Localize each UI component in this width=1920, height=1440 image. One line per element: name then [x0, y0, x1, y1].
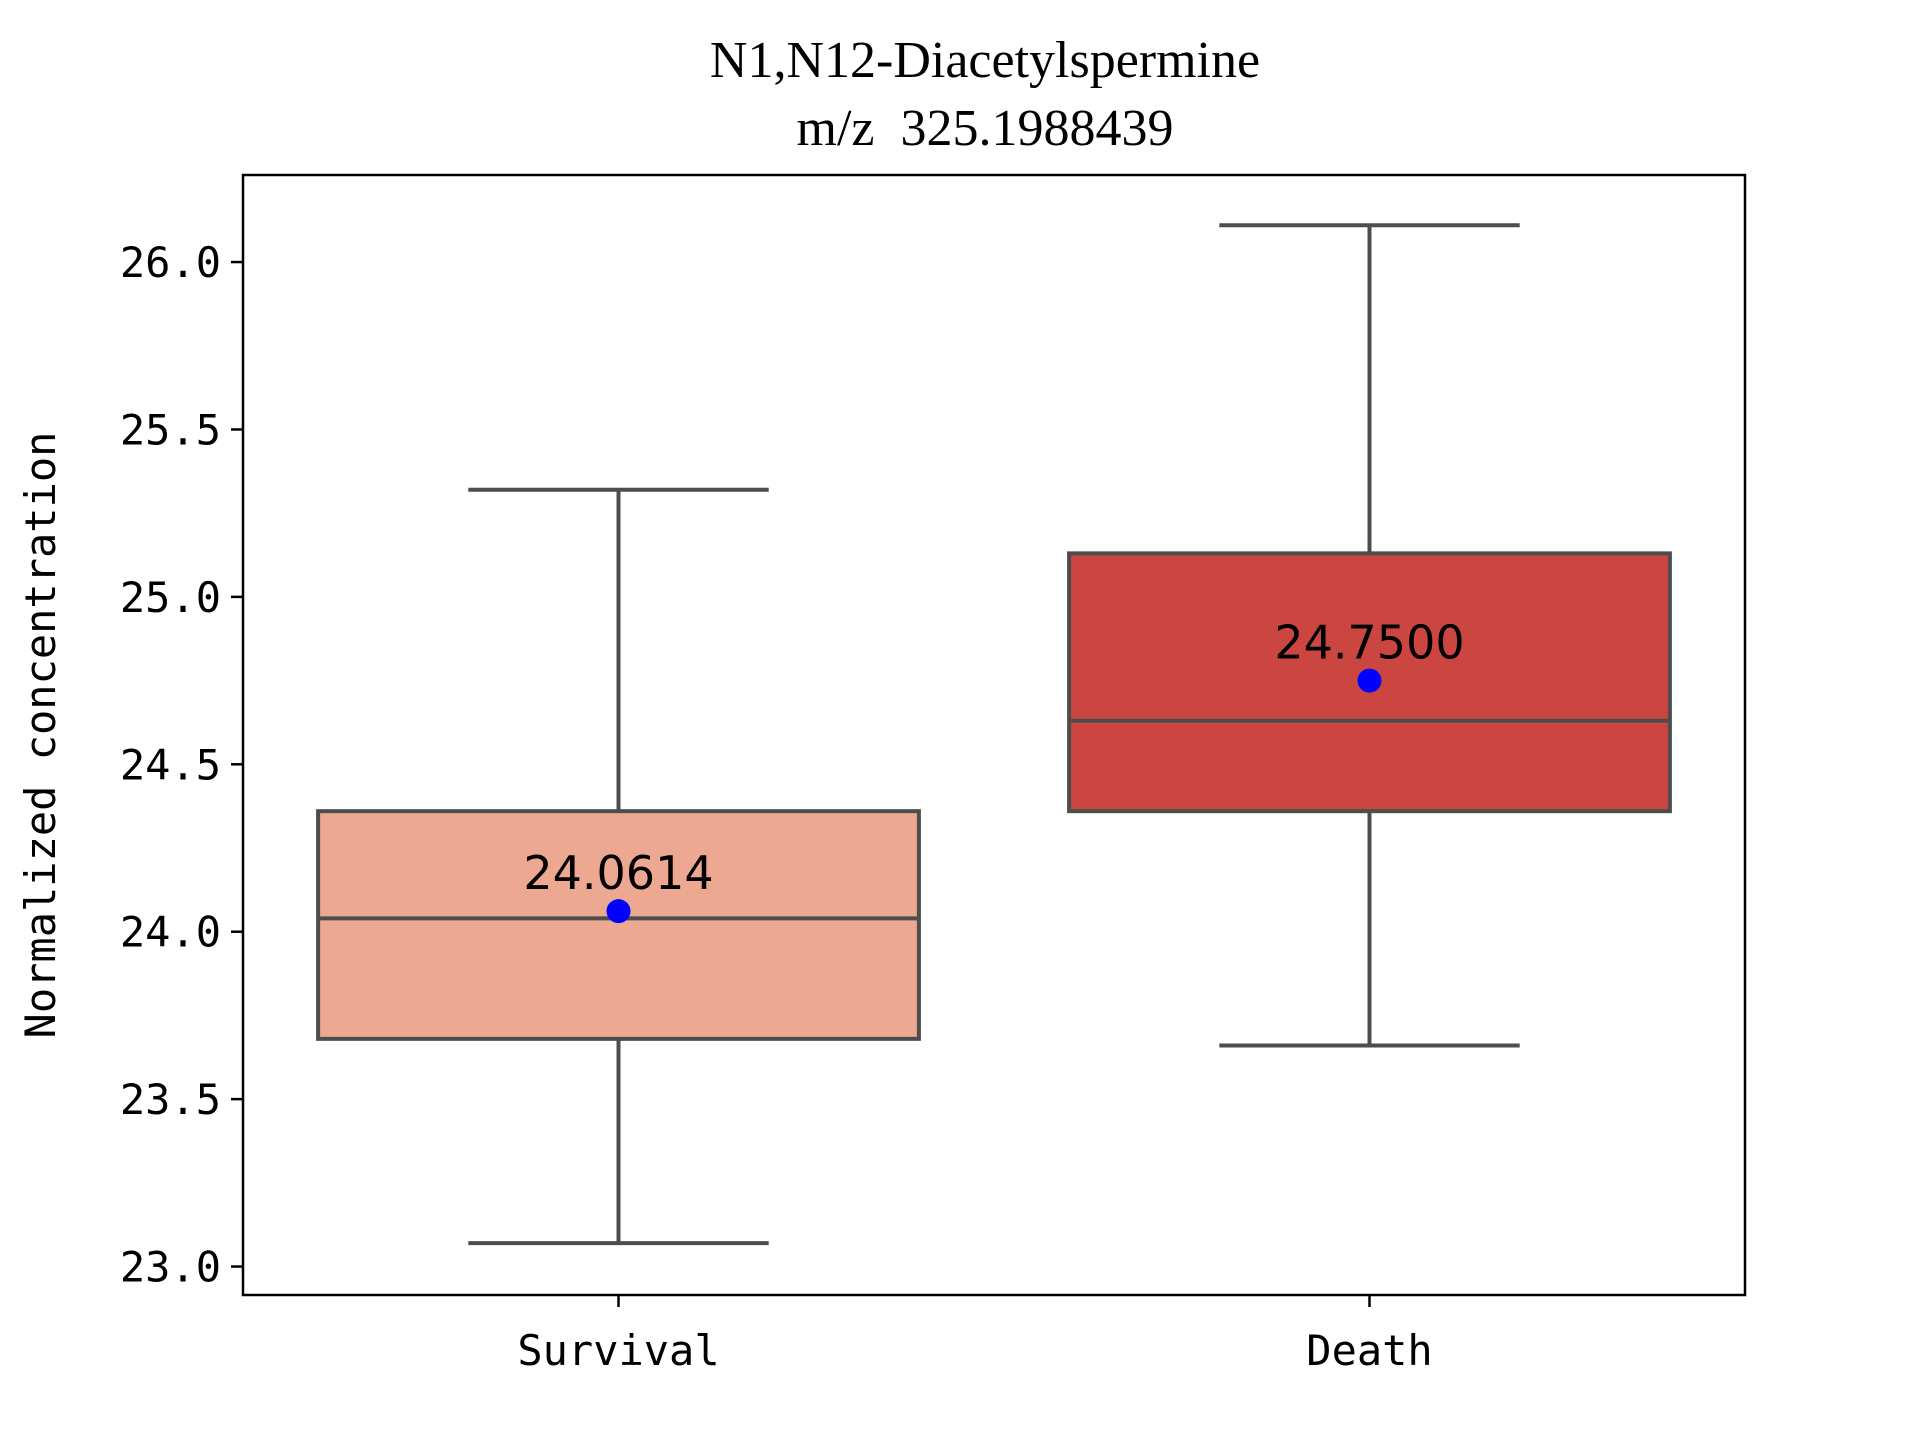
y-tick-label: 24.0: [120, 908, 221, 957]
chart-title: N1,N12-Diacetylspermine: [710, 32, 1260, 89]
y-tick-label: 23.5: [120, 1075, 221, 1124]
y-tick-label: 23.0: [120, 1243, 221, 1292]
plot-area: 24.0614 24.7500: [316, 223, 1672, 1246]
mean-marker: [1357, 668, 1382, 693]
y-tick-label: 26.0: [120, 238, 221, 287]
x-tick-label: Survival: [517, 1326, 719, 1375]
y-tick-label: 25.0: [120, 573, 221, 622]
box-group-death: 24.7500: [1067, 223, 1672, 1048]
box-group-survival: 24.0614: [316, 487, 921, 1246]
y-tick-label: 25.5: [120, 405, 221, 454]
y-axis-label: Normalized concentration: [16, 432, 65, 1039]
x-axis: Survival Death: [517, 1295, 1433, 1375]
mean-value-label: 24.0614: [523, 846, 713, 900]
y-axis: 23.0 23.5 24.0 24.5 25.0 25.5 26.0: [120, 238, 243, 1292]
mean-value-label: 24.7500: [1274, 616, 1464, 670]
chart-subtitle: m/z 325.1988439: [797, 100, 1174, 157]
mean-marker: [606, 899, 631, 924]
iqr-box: [316, 809, 921, 1041]
x-tick-label: Death: [1306, 1326, 1432, 1375]
axes-frame: [241, 173, 1747, 1297]
y-tick-label: 24.5: [120, 740, 221, 789]
